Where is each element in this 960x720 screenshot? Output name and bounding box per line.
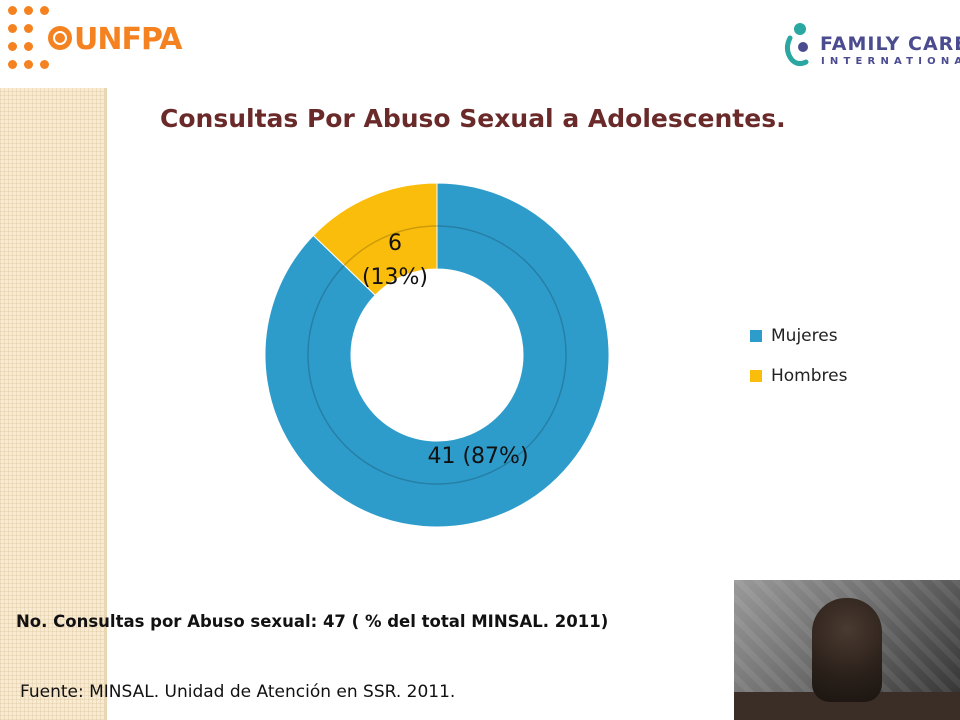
legend-swatch-mujeres	[750, 330, 762, 342]
doughnut-slice-hombres	[312, 182, 438, 296]
unfpa-dots-icon	[8, 6, 56, 78]
doughnut-slice-mujeres	[264, 182, 610, 528]
total-consultations-note: No. Consultas por Abuso sexual: 47 ( % d…	[16, 612, 609, 631]
unfpa-logo-text: UNFPA	[74, 22, 182, 57]
family-care-logo-line1: FAMILY CARE	[820, 33, 960, 55]
family-care-logo-line2: INTERNATIONAL	[821, 56, 960, 67]
decorative-strip-edge	[104, 88, 107, 720]
data-label-mujeres: 41 (87%)	[427, 444, 528, 469]
family-care-icon	[784, 23, 809, 67]
slide-title: Consultas Por Abuso Sexual a Adolescente…	[160, 104, 786, 133]
un-emblem-icon	[48, 26, 72, 50]
decorative-side-strip	[0, 88, 104, 720]
legend-item-hombres: Hombres	[750, 356, 847, 396]
legend-label-mujeres: Mujeres	[771, 326, 838, 346]
doughnut-ring-separator	[307, 225, 567, 485]
chart-legend: Mujeres Hombres	[750, 316, 847, 396]
data-label-hombres: 6 (13%)	[362, 231, 428, 290]
legend-label-hombres: Hombres	[771, 366, 848, 386]
adolescent-photo	[734, 580, 960, 720]
legend-item-mujeres: Mujeres	[750, 316, 847, 356]
legend-swatch-hombres	[750, 370, 762, 382]
source-citation: Fuente: MINSAL. Unidad de Atención en SS…	[20, 682, 456, 702]
